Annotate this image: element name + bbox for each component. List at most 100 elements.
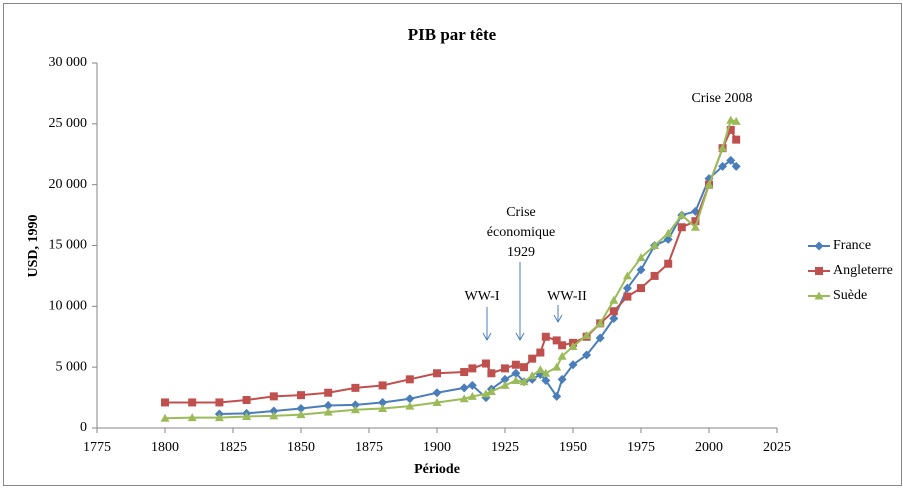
data-point	[726, 115, 736, 124]
annotation: 1929	[507, 245, 535, 260]
y-tick-label: 20 000	[49, 177, 88, 192]
y-tick-label: 10 000	[49, 299, 88, 314]
data-point	[501, 364, 509, 373]
x-tick-label: 1850	[287, 440, 315, 455]
data-point	[519, 377, 529, 386]
data-point	[511, 368, 521, 378]
y-tick-label: 0	[80, 420, 87, 435]
data-point	[161, 398, 169, 407]
data-point	[269, 406, 279, 416]
data-point	[718, 161, 728, 171]
data-point	[432, 397, 442, 406]
x-tick-label: 1800	[151, 440, 179, 455]
data-point	[269, 392, 278, 401]
annotation: WW-I	[465, 289, 500, 304]
data-point	[459, 383, 469, 393]
y-tick-label: 5 000	[56, 359, 88, 374]
data-point	[726, 155, 736, 165]
data-point	[636, 253, 646, 262]
data-point	[664, 259, 673, 268]
data-point	[536, 348, 545, 357]
annotation-arrowhead	[553, 314, 563, 324]
data-point	[433, 369, 441, 378]
x-tick-label: 2025	[763, 440, 791, 455]
data-point	[609, 307, 618, 316]
data-point	[214, 413, 224, 422]
data-point	[568, 360, 578, 370]
y-axis-label: USD, 1990	[26, 214, 41, 277]
data-point	[650, 241, 660, 249]
data-point	[467, 391, 477, 400]
data-point	[460, 368, 469, 377]
data-point	[622, 283, 632, 293]
data-point	[242, 396, 251, 405]
data-point	[405, 401, 415, 410]
data-point	[500, 380, 510, 389]
chart-title: PIB par tête	[408, 25, 497, 44]
x-tick-label: 1900	[423, 440, 451, 455]
data-point	[557, 374, 567, 384]
data-point	[242, 411, 252, 420]
data-point	[468, 364, 477, 373]
legend-label: France	[833, 238, 871, 253]
annotation: Crise	[506, 205, 536, 220]
data-point	[622, 271, 632, 280]
data-point	[609, 314, 619, 323]
data-point	[541, 376, 551, 386]
x-tick-label: 1825	[219, 440, 247, 455]
annotation-arrowhead	[515, 332, 525, 342]
data-point	[568, 341, 578, 350]
x-tick-label: 1775	[83, 440, 111, 455]
data-point	[500, 374, 510, 384]
data-point	[718, 143, 728, 152]
x-tick-label: 1950	[559, 440, 587, 455]
data-point	[726, 125, 735, 134]
x-tick-label: 1875	[355, 440, 383, 455]
data-point	[582, 350, 592, 360]
data-point	[552, 336, 561, 345]
annotation-arrowhead	[482, 332, 492, 342]
data-point	[609, 295, 619, 304]
data-point	[637, 284, 645, 293]
data-point	[405, 394, 415, 404]
data-point	[528, 354, 537, 363]
data-point	[487, 369, 496, 378]
data-point	[677, 223, 686, 232]
data-point	[378, 381, 387, 390]
data-point	[467, 380, 477, 390]
data-point	[215, 398, 224, 407]
data-point	[350, 400, 360, 410]
data-point	[296, 410, 306, 419]
data-point	[459, 394, 469, 403]
data-point	[595, 318, 605, 327]
data-point	[704, 180, 714, 189]
data-point	[690, 222, 700, 231]
data-point	[296, 404, 306, 414]
annotation: économique	[487, 225, 555, 240]
data-point	[552, 362, 562, 371]
data-point	[595, 333, 605, 343]
data-point	[557, 351, 567, 360]
x-axis-label: Période	[414, 462, 460, 477]
legend-marker	[815, 267, 823, 275]
data-point	[623, 292, 632, 301]
y-tick-label: 25 000	[49, 116, 88, 131]
data-point	[558, 341, 567, 350]
data-point	[732, 135, 741, 144]
data-point	[582, 331, 592, 340]
legend-marker	[814, 291, 824, 300]
y-tick-label: 15 000	[49, 238, 88, 253]
data-point	[677, 210, 687, 219]
data-point	[351, 383, 360, 392]
annotation: WW-II	[547, 289, 587, 304]
data-point	[323, 400, 333, 410]
data-point	[188, 398, 197, 407]
data-point	[269, 411, 279, 420]
x-tick-label: 1975	[627, 440, 655, 455]
data-point	[520, 363, 529, 372]
data-point	[481, 359, 490, 368]
legend-label: Suède	[833, 288, 867, 303]
data-point	[541, 332, 550, 341]
x-tick-label: 1925	[491, 440, 519, 455]
